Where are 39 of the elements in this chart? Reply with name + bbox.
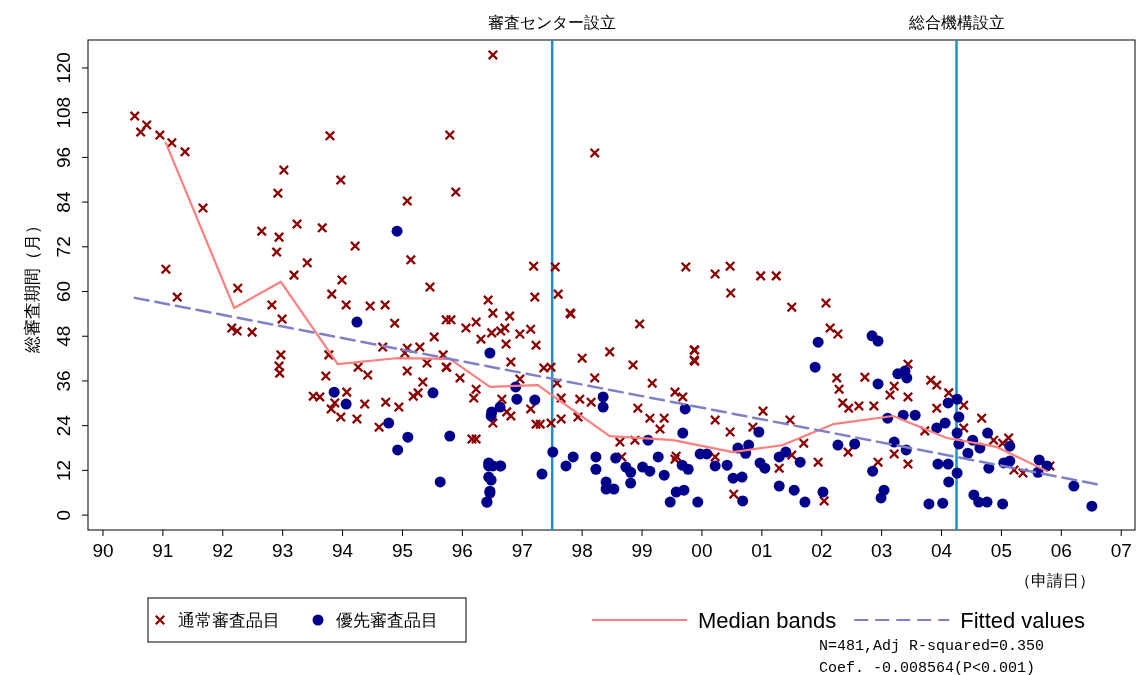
y-tick-label: 72 [53,236,74,258]
text: Coef. -0.008564(P<0.001) [819,660,1036,675]
x-tick-label: 04 [930,540,953,561]
y-tick-label: 120 [53,52,74,84]
y-tick-label: 108 [53,96,74,129]
x-tick-label: 99 [631,540,653,561]
y-tick-label: 24 [53,414,74,437]
x-tick-label: 05 [990,540,1012,561]
x-tick-label: 97 [511,540,533,561]
x-tick-label: 93 [272,540,294,561]
y-tick-label: 84 [53,191,74,213]
y-axis-title: 総審査期間（月） [23,217,42,354]
y-tick-label: 60 [53,280,74,303]
x-tick-label: 94 [331,540,354,561]
y-tick-label: 0 [53,509,74,521]
x-tick-label: 01 [751,540,773,561]
ref-line-label: 審査センター設立 [488,14,617,31]
legend-label: Median bands [698,608,837,633]
x-tick-label: 03 [871,540,893,561]
y-tick-label: 96 [53,146,74,168]
text: N=481,Adj R-squared=0.350 [819,638,1045,655]
x-tick-label: 92 [212,540,234,561]
y-tick-label: 36 [53,370,74,392]
y-tick-label: 12 [53,459,74,481]
x-tick-label: 02 [811,540,833,561]
ref-line-label: 総合機構設立 [907,14,1005,31]
x-tick-label: 90 [92,540,114,561]
x-tick-label: 91 [152,540,174,561]
x-tick-label: 06 [1050,540,1072,561]
x-axis-title: （申請日） [1015,572,1095,589]
legend-label: 優先審査品目 [336,611,438,630]
x-tick-label: 98 [571,540,593,561]
x-tick-label: 95 [391,540,414,561]
x-tick-label: 00 [691,540,713,561]
legend-label: 通常審査品目 [178,611,280,630]
y-tick-label: 48 [53,325,74,347]
x-tick-label: 96 [451,540,473,561]
legend-label: Fitted values [960,608,1085,633]
x-tick-label: 07 [1110,540,1132,561]
